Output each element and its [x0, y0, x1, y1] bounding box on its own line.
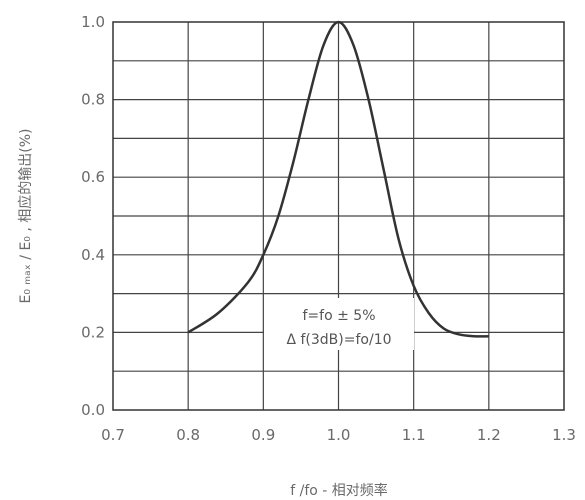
annotation-box	[264, 298, 414, 350]
x-tick-labels: 0.7 0.8 0.9 1.0 1.1 1.2 1.3	[101, 426, 576, 444]
x-tick-label: 0.8	[176, 426, 200, 444]
x-tick-label: 1.1	[402, 426, 426, 444]
x-axis-label: f /fo - 相对频率	[290, 482, 388, 499]
y-tick-label: 0.0	[81, 401, 105, 419]
y-tick-label: 0.4	[81, 246, 105, 264]
y-tick-label: 0.2	[81, 323, 105, 341]
x-tick-label: 0.9	[251, 426, 275, 444]
x-tick-label: 1.3	[552, 426, 576, 444]
x-tick-label: 1.0	[327, 426, 351, 444]
annotation-2: Δ f(3dB)=fo/10	[286, 332, 391, 348]
y-tick-labels: 0.0 0.2 0.4 0.6 0.8 1.0	[81, 13, 105, 419]
grid-lines	[113, 22, 564, 410]
response-curve	[187, 20, 489, 338]
x-tick-label: 1.2	[477, 426, 501, 444]
y-tick-label: 1.0	[81, 13, 105, 31]
x-tick-label: 0.7	[101, 426, 125, 444]
y-tick-label: 0.6	[81, 168, 105, 186]
annotation-1: f=fo ± 5%	[303, 308, 376, 324]
y-tick-label: 0.8	[81, 91, 105, 109]
y-axis-label: E₀ ₘₐₓ / E₀ , 相应的输出(%)	[17, 129, 34, 304]
